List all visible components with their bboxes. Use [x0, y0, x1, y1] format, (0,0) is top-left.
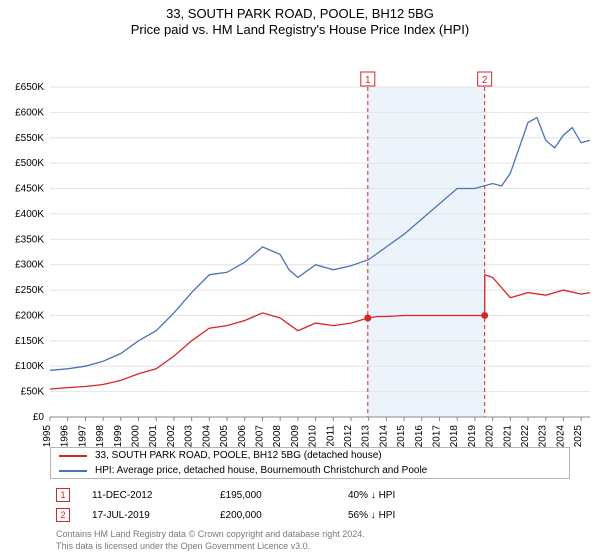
svg-text:2008: 2008 [272, 425, 283, 447]
legend-row: 33, SOUTH PARK ROAD, POOLE, BH12 5BG (de… [51, 448, 569, 463]
svg-text:2014: 2014 [378, 425, 389, 447]
svg-text:1: 1 [365, 75, 371, 86]
footer-line-2: This data is licensed under the Open Gov… [56, 541, 564, 553]
svg-text:2011: 2011 [325, 425, 336, 447]
sale-price: £195,000 [220, 490, 348, 501]
sale-row: 1 11-DEC-2012£195,00040% ↓ HPI [50, 485, 570, 505]
svg-text:£350K: £350K [15, 234, 44, 245]
title-block: 33, SOUTH PARK ROAD, POOLE, BH12 5BG Pri… [0, 0, 600, 37]
svg-text:2018: 2018 [449, 425, 460, 447]
chart-svg: £0 £50K £100K £150K £200K £250K £300K £350K £400… [0, 37, 600, 447]
svg-text:2010: 2010 [308, 425, 319, 447]
title-line-1: 33, SOUTH PARK ROAD, POOLE, BH12 5BG [0, 6, 600, 21]
sale-marker: 2 [56, 508, 70, 522]
sales-block: 1 11-DEC-2012£195,00040% ↓ HPI 2 17-JUL-201… [50, 485, 570, 525]
svg-text:2022: 2022 [520, 425, 531, 447]
title-line-2: Price paid vs. HM Land Registry's House … [0, 22, 600, 37]
sale-date: 17-JUL-2019 [92, 510, 220, 521]
svg-text:2002: 2002 [166, 425, 177, 447]
svg-text:2001: 2001 [148, 425, 159, 447]
legend-label: HPI: Average price, detached house, Bour… [95, 465, 427, 476]
svg-text:2020: 2020 [485, 425, 496, 447]
sale-pct: 40% ↓ HPI [348, 490, 476, 501]
footer-text: Contains HM Land Registry data © Crown c… [50, 525, 570, 552]
svg-text:2009: 2009 [290, 425, 301, 447]
svg-text:£400K: £400K [15, 209, 44, 220]
svg-text:2016: 2016 [414, 425, 425, 447]
sale-pct: 56% ↓ HPI [348, 510, 476, 521]
svg-text:£600K: £600K [15, 107, 44, 118]
svg-text:£200K: £200K [15, 310, 44, 321]
svg-text:2017: 2017 [432, 425, 443, 447]
svg-text:£450K: £450K [15, 184, 44, 195]
legend-row: HPI: Average price, detached house, Bour… [51, 463, 569, 478]
svg-text:1999: 1999 [113, 425, 124, 447]
svg-text:2013: 2013 [361, 425, 372, 447]
sale-marker: 1 [56, 488, 70, 502]
svg-text:2021: 2021 [502, 425, 513, 447]
svg-text:£650K: £650K [15, 82, 44, 93]
chart-container: { "title_line1": "33, SOUTH PARK ROAD, P… [0, 0, 600, 560]
svg-text:£150K: £150K [15, 336, 44, 347]
svg-text:2003: 2003 [184, 425, 195, 447]
svg-text:2023: 2023 [538, 425, 549, 447]
svg-text:1997: 1997 [77, 425, 88, 447]
legend-swatch [59, 470, 87, 472]
chart-area: £0 £50K £100K £150K £200K £250K £300K £350K £400… [0, 37, 600, 447]
svg-text:£550K: £550K [15, 133, 44, 144]
svg-text:2019: 2019 [467, 425, 478, 447]
svg-text:2025: 2025 [573, 425, 584, 447]
svg-text:1998: 1998 [95, 425, 106, 447]
footer-line-1: Contains HM Land Registry data © Crown c… [56, 529, 564, 541]
svg-text:2005: 2005 [219, 425, 230, 447]
svg-text:£50K: £50K [21, 387, 45, 398]
svg-text:£100K: £100K [15, 361, 44, 372]
svg-text:2015: 2015 [396, 425, 407, 447]
svg-text:£250K: £250K [15, 285, 44, 296]
svg-text:2024: 2024 [555, 425, 566, 447]
svg-text:1995: 1995 [42, 425, 53, 447]
svg-text:2007: 2007 [254, 425, 265, 447]
sale-price: £200,000 [220, 510, 348, 521]
legend: 33, SOUTH PARK ROAD, POOLE, BH12 5BG (de… [50, 447, 570, 479]
sale-date: 11-DEC-2012 [92, 490, 220, 501]
svg-text:£0: £0 [33, 412, 45, 423]
svg-text:2006: 2006 [237, 425, 248, 447]
svg-text:£300K: £300K [15, 260, 44, 271]
svg-text:2000: 2000 [131, 425, 142, 447]
legend-swatch [59, 455, 87, 457]
below-chart: 33, SOUTH PARK ROAD, POOLE, BH12 5BG (de… [0, 447, 600, 552]
svg-text:£500K: £500K [15, 158, 44, 169]
svg-text:2: 2 [482, 75, 488, 86]
svg-text:2012: 2012 [343, 425, 354, 447]
svg-text:2004: 2004 [201, 425, 212, 447]
sale-row: 2 17-JUL-2019£200,00056% ↓ HPI [50, 505, 570, 525]
legend-label: 33, SOUTH PARK ROAD, POOLE, BH12 5BG (de… [95, 450, 382, 461]
svg-text:1996: 1996 [60, 425, 71, 447]
